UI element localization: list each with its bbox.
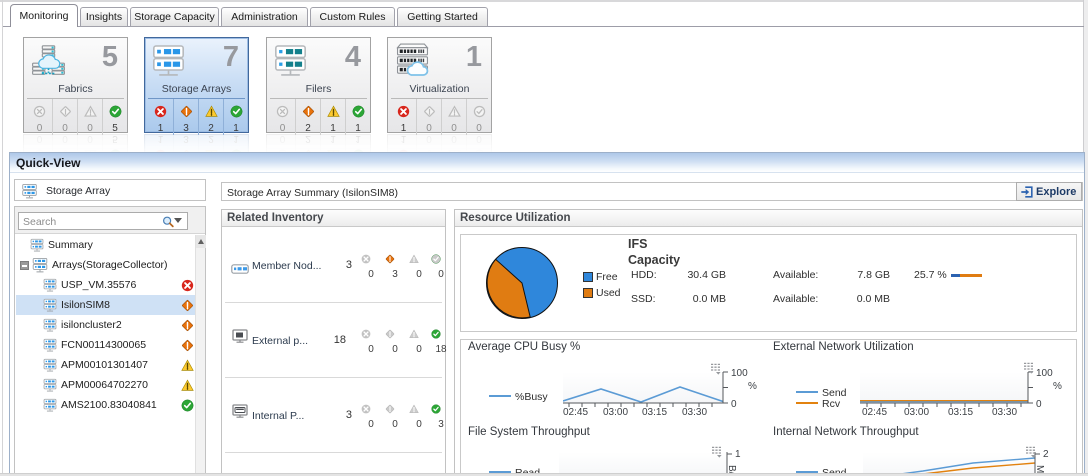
svg-text:03:15: 03:15	[642, 407, 667, 418]
svg-text:0: 0	[731, 399, 737, 410]
svg-text:B/s: B/s	[726, 465, 737, 476]
svg-text:02:45: 02:45	[862, 407, 887, 418]
svg-text:MB/: MB/	[1034, 465, 1045, 476]
svg-text:03:15: 03:15	[948, 407, 973, 418]
svg-text:02:45: 02:45	[563, 407, 588, 418]
svg-text:0: 0	[1036, 399, 1042, 410]
svg-text:1: 1	[735, 449, 741, 460]
svg-text:03:00: 03:00	[904, 407, 929, 418]
svg-text:2: 2	[1043, 449, 1049, 460]
svg-text:03:00: 03:00	[603, 407, 628, 418]
svg-text:100: 100	[731, 368, 748, 379]
svg-text:03:30: 03:30	[992, 407, 1017, 418]
svg-text:03:30: 03:30	[682, 407, 707, 418]
svg-text:100: 100	[1036, 368, 1053, 379]
